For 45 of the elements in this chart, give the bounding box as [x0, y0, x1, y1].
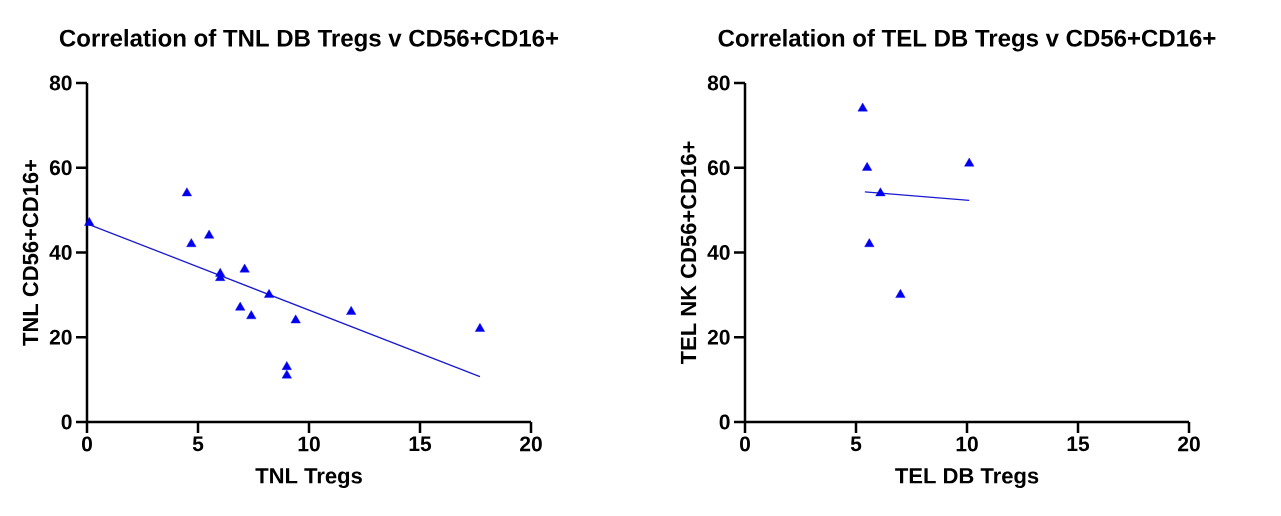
- y-tick-label: 0: [719, 414, 730, 430]
- point: [281, 369, 292, 379]
- point: [862, 162, 873, 171]
- y-tick-label: 40: [49, 245, 72, 260]
- point: [875, 187, 886, 197]
- y-tick-label: 0: [61, 414, 72, 430]
- point: [246, 310, 257, 320]
- point: [235, 301, 246, 311]
- x-tick-label: 10: [956, 436, 978, 452]
- x-axis-title: TNL Tregs: [255, 468, 362, 489]
- point: [474, 323, 485, 332]
- y-axis-title: TNL CD56+CD16+: [22, 159, 39, 346]
- x-tick-label: 5: [192, 436, 204, 452]
- x-tick-label: 10: [298, 436, 320, 452]
- y-tick-label: 20: [707, 329, 730, 345]
- y-tick-label: 60: [49, 160, 72, 176]
- x-tick-label: 0: [740, 436, 750, 452]
- x-tick-label: 0: [81, 436, 92, 452]
- x-axis-title: TEL DB Tregs: [895, 468, 1039, 489]
- point: [346, 306, 357, 315]
- y-tick-label: 80: [707, 75, 730, 91]
- x-tick-label: 20: [1178, 436, 1200, 452]
- y-axis-title: TEL NK CD56+CD16+: [680, 141, 697, 365]
- x-tick-label: 20: [520, 436, 542, 452]
- chart-title: Correlation of TEL DB Tregs v CD56+CD16+: [718, 29, 1216, 52]
- y-tick-label: 20: [49, 329, 72, 345]
- point: [84, 217, 95, 226]
- point: [895, 289, 906, 298]
- chart-title: Correlation of TNL DB Tregs v CD56+CD16+: [59, 29, 559, 52]
- x-tick-label: 15: [409, 436, 432, 452]
- x-tick-label: 15: [1067, 436, 1090, 452]
- point: [964, 157, 975, 167]
- point: [204, 229, 215, 239]
- y-tick-label: 60: [707, 160, 730, 176]
- point: [264, 289, 274, 298]
- y-tick-label: 80: [49, 75, 72, 91]
- point: [181, 187, 192, 197]
- x-tick-label: 5: [850, 436, 862, 452]
- point: [290, 314, 301, 324]
- point: [857, 102, 868, 112]
- point: [186, 238, 197, 247]
- point: [239, 263, 250, 273]
- point: [281, 361, 292, 370]
- y-tick-label: 40: [707, 245, 730, 260]
- point: [864, 238, 875, 247]
